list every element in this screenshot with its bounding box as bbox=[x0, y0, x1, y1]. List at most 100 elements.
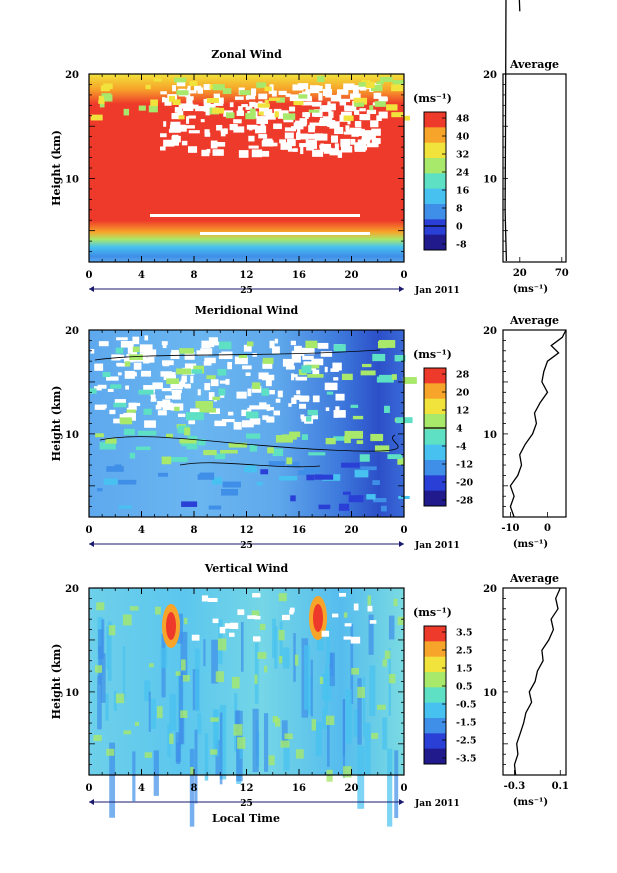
heatmap-cell bbox=[102, 372, 111, 378]
data-gap bbox=[230, 622, 239, 630]
data-gap bbox=[160, 371, 172, 377]
profile-x-tick-label: 0.1 bbox=[552, 781, 569, 792]
data-gap bbox=[241, 104, 248, 108]
data-gap bbox=[208, 392, 215, 400]
heatmap-cell bbox=[286, 457, 293, 465]
data-gap bbox=[152, 382, 163, 390]
heatmap-cell bbox=[264, 665, 268, 673]
colorbar-tick-label: 20 bbox=[456, 388, 470, 399]
heatmap-cell bbox=[148, 105, 158, 113]
data-gap bbox=[162, 402, 173, 411]
profile-x-tick-label: 0 bbox=[544, 523, 551, 534]
data-gap bbox=[265, 112, 276, 120]
heatmap-cell bbox=[251, 610, 260, 619]
heatmap-cell bbox=[174, 77, 187, 83]
data-gap bbox=[344, 623, 352, 627]
data-gap bbox=[311, 358, 324, 366]
heatmap-cell bbox=[218, 341, 232, 350]
colorbar-swatch bbox=[424, 687, 446, 704]
heatmap-cell bbox=[233, 724, 243, 736]
heatmap-cell bbox=[122, 614, 132, 626]
data-gap bbox=[180, 379, 186, 388]
profile-title: Average bbox=[509, 314, 559, 327]
data-gap bbox=[259, 107, 270, 114]
data-gap bbox=[293, 395, 302, 400]
heatmap-cell bbox=[281, 434, 290, 438]
panel-title: Vertical Wind bbox=[204, 562, 289, 575]
heatmap-cell bbox=[169, 733, 174, 744]
data-gap bbox=[227, 411, 234, 416]
heatmap-cell bbox=[106, 626, 109, 670]
data-gap bbox=[234, 356, 248, 365]
heatmap-cell bbox=[228, 442, 248, 448]
heatmap-cell bbox=[353, 97, 368, 105]
data-gap bbox=[359, 108, 366, 112]
data-gap bbox=[309, 122, 321, 126]
colorbar-swatch bbox=[424, 656, 446, 673]
data-gap bbox=[265, 417, 272, 421]
heatmap-cell bbox=[212, 107, 225, 114]
heatmap-cell bbox=[215, 671, 224, 683]
heatmap-cell bbox=[249, 108, 256, 116]
data-gap bbox=[201, 149, 210, 157]
colorbar-tick-label: -12 bbox=[456, 460, 473, 471]
heatmap-cell bbox=[294, 654, 299, 666]
heatmap-cell bbox=[149, 663, 154, 668]
data-gap bbox=[234, 96, 244, 100]
data-gap bbox=[237, 106, 243, 113]
heatmap-cell bbox=[268, 97, 280, 101]
heatmap-cell bbox=[278, 629, 285, 641]
data-gap bbox=[354, 109, 360, 115]
data-gap bbox=[262, 362, 273, 369]
heatmap-cell bbox=[177, 425, 190, 434]
data-gap bbox=[297, 133, 309, 140]
data-gap bbox=[273, 410, 281, 416]
panel-title: Meridional Wind bbox=[195, 304, 299, 317]
colorbar-tick-label: 32 bbox=[456, 150, 469, 161]
heatmap-cell bbox=[123, 730, 132, 735]
data-gap bbox=[312, 369, 320, 377]
data-gap bbox=[184, 351, 195, 360]
heatmap-cell bbox=[361, 363, 372, 368]
contour-line bbox=[99, 434, 399, 452]
data-gap bbox=[204, 84, 209, 90]
data-gap bbox=[361, 138, 371, 145]
data-gap bbox=[301, 101, 313, 106]
heatmap-cell bbox=[382, 659, 387, 667]
colorbar-unit: (ms⁻¹) bbox=[413, 606, 452, 619]
colorbar-tick-label: 1.5 bbox=[456, 664, 473, 675]
heatmap-cell bbox=[176, 368, 192, 375]
y-tick-label: 10 bbox=[65, 430, 79, 441]
heatmap-cell bbox=[104, 94, 113, 102]
data-gap bbox=[163, 121, 167, 127]
y-tick-label: 20 bbox=[65, 326, 79, 337]
heatmap-cell bbox=[126, 409, 136, 413]
data-gap bbox=[314, 133, 323, 137]
data-gap bbox=[357, 139, 364, 146]
heatmap-cell bbox=[310, 659, 313, 717]
heatmap-cell bbox=[168, 95, 176, 102]
data-gap bbox=[233, 421, 242, 430]
data-gap bbox=[200, 232, 370, 235]
heatmap-cell bbox=[122, 646, 126, 701]
heatmap-cell bbox=[298, 94, 308, 99]
y-tick-label: 10 bbox=[65, 174, 79, 185]
heatmap-cell bbox=[96, 602, 105, 611]
heatmap-cell bbox=[326, 623, 331, 665]
data-gap bbox=[341, 146, 353, 153]
heatmap-cell bbox=[210, 749, 218, 755]
heatmap-cell bbox=[225, 112, 235, 119]
heatmap-cell bbox=[129, 452, 136, 459]
data-gap bbox=[278, 90, 287, 96]
data-gap bbox=[297, 127, 301, 136]
heatmap-cell bbox=[279, 621, 283, 665]
data-gap bbox=[182, 103, 194, 112]
data-gap bbox=[186, 88, 191, 94]
data-gap bbox=[236, 391, 247, 399]
heatmap-cell bbox=[199, 408, 217, 413]
data-gap bbox=[288, 403, 292, 407]
heatmap-cell bbox=[148, 691, 151, 732]
heatmap-cell bbox=[118, 479, 137, 485]
heatmap-cell bbox=[151, 698, 157, 729]
